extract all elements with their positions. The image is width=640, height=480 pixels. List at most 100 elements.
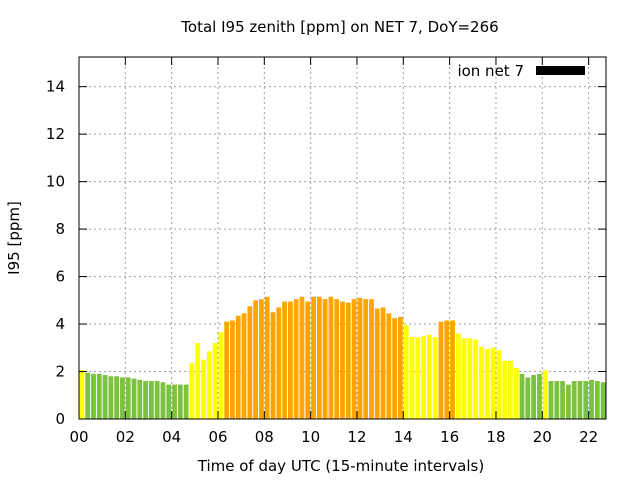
y-tick-label: 10 [46, 173, 65, 191]
bar [85, 372, 91, 419]
bar [293, 299, 299, 419]
bar [508, 360, 513, 419]
bar [148, 381, 154, 419]
bar [299, 296, 305, 419]
x-axis-label: Time of day UTC (15-minute intervals) [197, 457, 484, 475]
chart-title: Total I95 zenith [ppm] on NET 7, DoY=266 [180, 18, 498, 36]
bar [363, 299, 369, 419]
y-tick-label: 12 [46, 125, 65, 143]
bar [247, 306, 253, 419]
bar [554, 381, 560, 419]
x-tick-label: 00 [69, 428, 88, 446]
bar [455, 333, 461, 419]
bar [120, 377, 125, 419]
x-tick-label: 18 [486, 428, 505, 446]
bar [287, 301, 293, 419]
bar [369, 299, 374, 419]
bar [502, 360, 508, 419]
bar [96, 373, 102, 419]
bar [548, 381, 554, 419]
x-tick-label: 10 [301, 428, 320, 446]
bar [183, 384, 189, 419]
x-tick-label: 16 [440, 428, 459, 446]
bar [537, 373, 542, 419]
bar [403, 325, 409, 419]
y-tick-label: 2 [55, 363, 65, 381]
bar [351, 299, 357, 419]
bar [450, 320, 455, 419]
bar [380, 307, 386, 419]
bar [571, 381, 577, 419]
bar [276, 307, 282, 419]
bar [224, 321, 230, 419]
bar [102, 375, 108, 419]
y-tick-label: 8 [55, 220, 65, 238]
y-axis-label: I95 [ppm] [5, 201, 23, 275]
bar [189, 363, 195, 419]
x-tick-label: 12 [347, 428, 366, 446]
bar [322, 299, 328, 419]
bar [560, 381, 565, 419]
bar [166, 384, 172, 419]
bar [583, 381, 589, 419]
bar [177, 384, 183, 419]
plot-frame [78, 56, 607, 420]
bar [426, 334, 432, 419]
bar [195, 343, 201, 419]
bar [235, 315, 241, 419]
x-tick-label: 04 [162, 428, 181, 446]
bar [91, 373, 96, 419]
bar [374, 308, 380, 419]
bar [484, 348, 490, 419]
bar [143, 381, 148, 419]
bar [340, 301, 345, 419]
bars [79, 296, 606, 419]
bar [253, 300, 259, 419]
bar [160, 382, 166, 419]
legend-swatch [536, 66, 585, 75]
bar [432, 337, 438, 419]
x-tick-label: 22 [579, 428, 598, 446]
bar [531, 375, 537, 419]
legend: ion net 7 [457, 62, 585, 80]
bar [542, 370, 548, 419]
bar [79, 370, 85, 419]
y-tick-label: 0 [55, 410, 65, 428]
bar [201, 359, 206, 419]
bar [131, 378, 137, 419]
bar [589, 379, 594, 419]
bar [345, 302, 351, 419]
bar [386, 313, 392, 419]
bar [594, 381, 600, 419]
x-tick-label: 06 [208, 428, 227, 446]
bar [357, 297, 363, 419]
bar [328, 296, 334, 419]
bar [282, 301, 287, 419]
bar [334, 299, 340, 419]
bar [415, 337, 421, 419]
bar [600, 382, 606, 419]
x-tick-label: 14 [394, 428, 413, 446]
bar [108, 376, 114, 419]
bar [467, 338, 473, 419]
bar [461, 338, 467, 419]
bar [577, 381, 583, 419]
bar [137, 379, 143, 419]
bar [154, 381, 160, 419]
bar [438, 321, 444, 419]
bar [525, 377, 531, 419]
bar [206, 351, 212, 419]
legend-label: ion net 7 [457, 62, 524, 80]
bar [264, 296, 270, 419]
bar [392, 318, 398, 419]
y-tick-label: 6 [55, 268, 65, 286]
bar [212, 343, 218, 419]
bar [409, 337, 415, 419]
bar [398, 316, 403, 419]
bar [259, 299, 264, 419]
bar [230, 320, 235, 419]
bar [270, 312, 276, 419]
bar [218, 332, 224, 419]
